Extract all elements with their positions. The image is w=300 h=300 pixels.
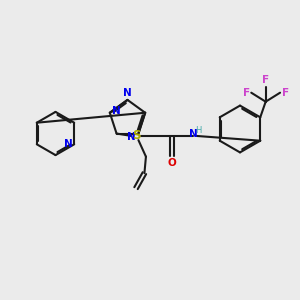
Text: S: S: [132, 129, 140, 142]
Text: O: O: [168, 158, 176, 168]
Text: N: N: [128, 131, 136, 142]
Text: F: F: [243, 88, 250, 98]
Text: F: F: [282, 88, 289, 98]
Text: N: N: [123, 88, 132, 98]
Text: N: N: [189, 129, 197, 140]
Text: F: F: [262, 75, 269, 85]
Text: N: N: [64, 139, 73, 149]
Text: H: H: [196, 126, 202, 135]
Text: N: N: [112, 106, 121, 116]
